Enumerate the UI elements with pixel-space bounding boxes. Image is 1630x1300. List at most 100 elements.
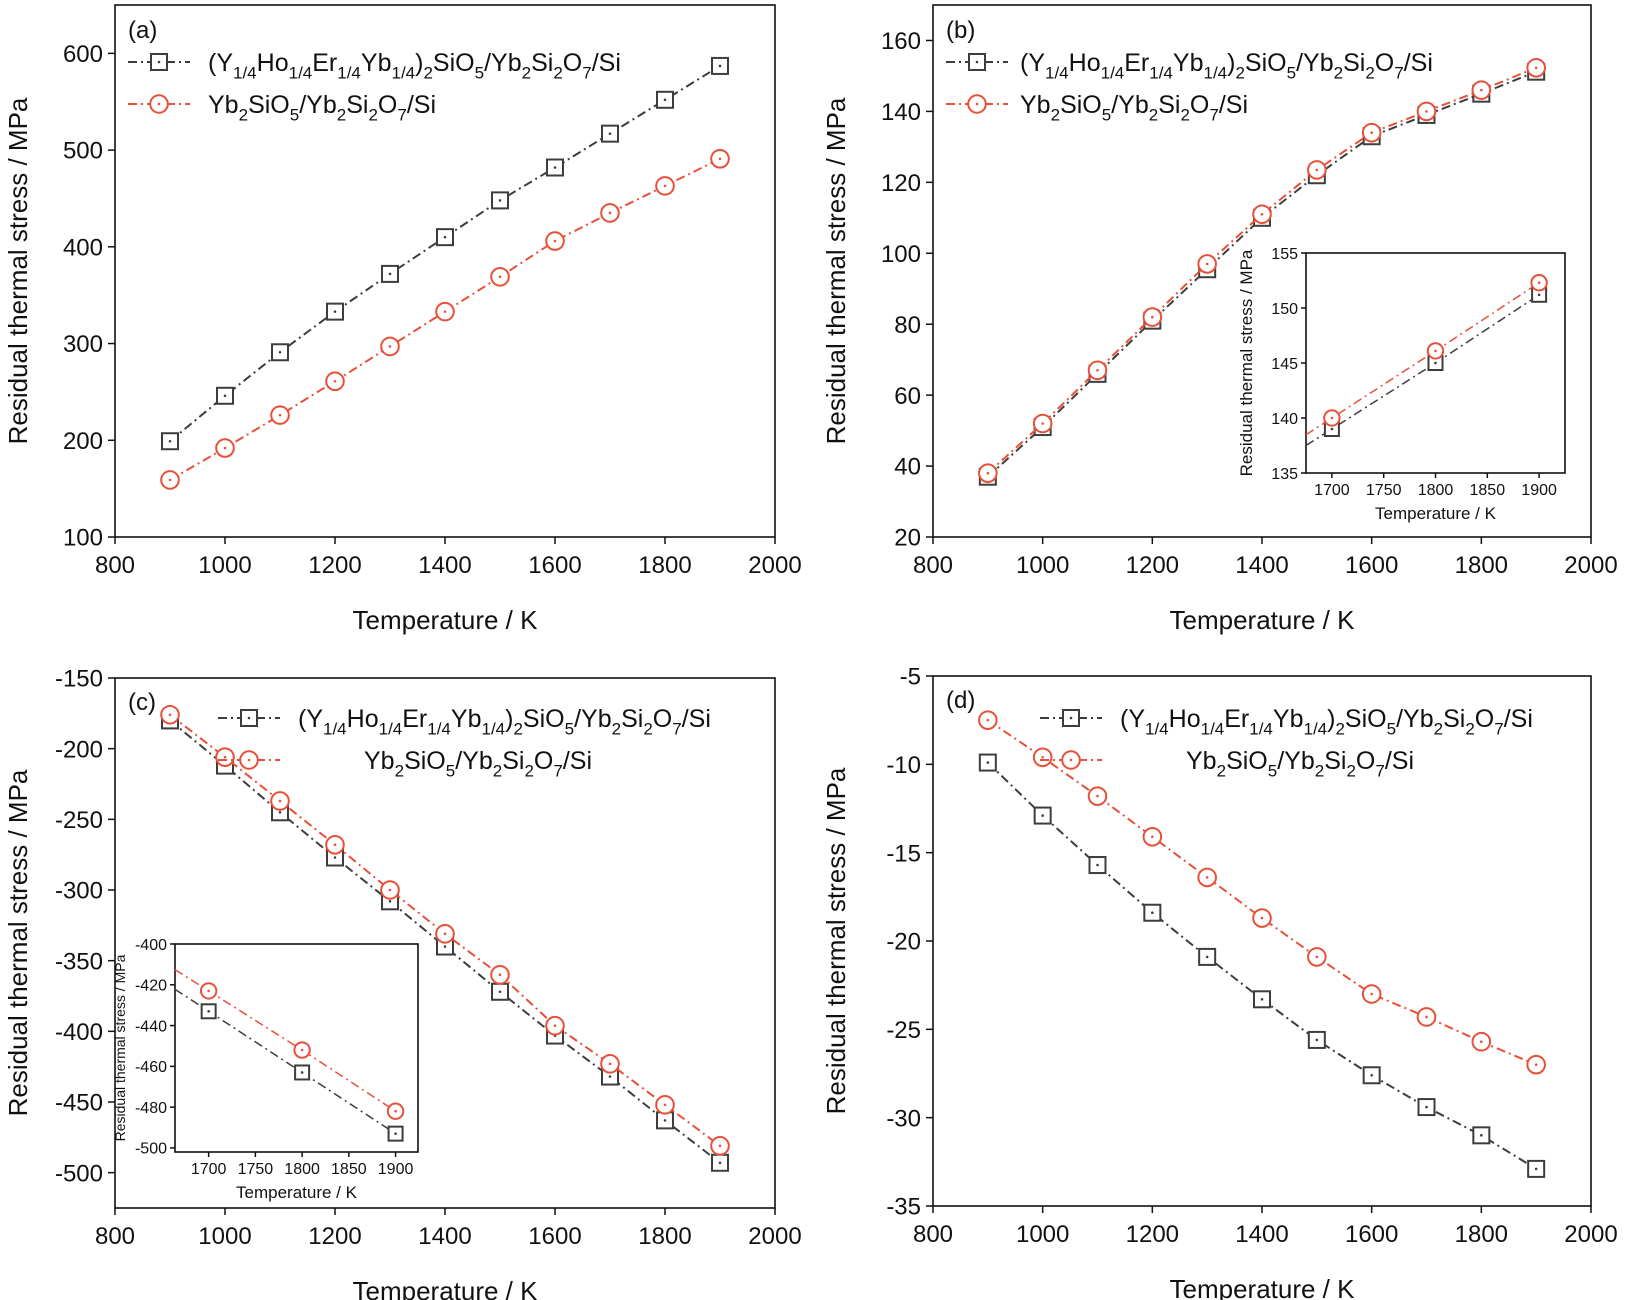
series-line-0 [987,70,1537,478]
data-point-circle-center-dot [1480,88,1483,92]
inset-data-point-circle-center-dot [1330,416,1334,420]
x-axis-label: Temperature / K [1170,605,1356,635]
legend-label: Yb2SiO5/Yb2Si2O7/Si [1186,747,1414,781]
x-tick-label: 1600 [1345,552,1398,579]
series-line-0 [987,761,1537,1170]
y-tick-label: -150 [55,666,103,693]
y-tick-label: 100 [63,525,103,552]
inset-data-point-square-center-dot [300,1071,304,1074]
inset-y-tick-label: -420 [135,978,167,995]
data-point-circle-center-dot [1534,1063,1538,1066]
x-tick-label: 1200 [1126,552,1179,579]
data-point-square-center-dot [443,945,447,948]
inset-x-tick-label: 1700 [191,1161,227,1178]
x-tick-label: 1400 [1235,1221,1288,1248]
data-point-circle-center-dot [1151,835,1154,839]
inset-series-line-0 [1305,294,1540,447]
legend: (Y1/4Ho1/4Er1/4Yb1/4)2SiO5/Yb2Si2O7/Si Yb… [128,49,621,125]
data-point-square-center-dot [1534,1167,1538,1171]
data-point-circle-center-dot [1151,315,1154,319]
inset-x-axis-label: Temperature / K [1375,504,1497,523]
data-point-circle-center-dot [663,1103,667,1107]
y-tick-label: -25 [886,1017,921,1044]
data-point-circle-center-dot [1425,1015,1428,1019]
y-tick-label: 300 [63,331,103,358]
y-axis-label: Residual thermal stress / MPa [821,767,851,1114]
inset-series-line-1 [1305,282,1540,436]
x-tick-label: 1800 [638,552,691,579]
inset-plot-frame [174,943,419,1153]
x-tick-label: 1000 [198,1223,251,1250]
inset-x-tick-label: 1800 [284,1161,320,1178]
data-point-circle-center-dot [1534,66,1538,70]
data-point-square-center-dot [1425,1105,1428,1109]
inset-y-tick-label: 140 [1271,411,1298,428]
y-tick-label: -200 [55,736,103,763]
legend-marker-circle-center-dot [157,102,161,106]
legend-marker-square-center-dot [247,716,251,720]
data-point-square-center-dot [1260,998,1264,1001]
data-point-square-center-dot [443,235,447,239]
data-point-circle-center-dot [223,446,227,450]
legend-marker-square-center-dot [157,60,161,64]
y-tick-label: -500 [55,1160,103,1187]
y-tick-label: -15 [886,840,921,867]
x-axis-label: Temperature / K [353,1276,539,1300]
data-point-square-center-dot [498,990,502,994]
data-point-square-center-dot [608,1075,612,1078]
data-point-square-center-dot [553,166,557,169]
data-point-square-center-dot [718,1161,722,1165]
data-point-square-center-dot [1315,1038,1319,1042]
data-point-circle-center-dot [986,471,990,475]
data-point-square-center-dot [1096,863,1099,867]
x-tick-label: 800 [913,1221,953,1248]
inset-chart: 1700 1750 1800 1850 1900 -500 -480 -460 -440 -420… [112,937,419,1202]
x-tick-label: 1600 [1345,1221,1398,1248]
y-tick-label: 140 [881,99,921,126]
inset-x-tick-label: 1800 [1418,482,1454,499]
y-tick-label: -10 [886,752,921,779]
chart-panel-b: 800 1000 1200 1400 1600 1800 2000 20 40 60 80 100 12… [821,4,1618,635]
y-tick-label: -450 [55,1090,103,1117]
y-axis-label: Residual thermal stress / MPa [3,97,33,444]
data-point-circle-center-dot [388,345,392,348]
inset-y-tick-label: -500 [135,1141,167,1158]
x-tick-label: 1600 [528,1223,581,1250]
x-axis-label: Temperature / K [1170,1274,1356,1300]
data-point-circle-center-dot [388,888,392,892]
series-line-0 [169,65,721,443]
x-tick-label: 1800 [638,1223,691,1250]
y-tick-label: 500 [63,138,103,165]
inset-data-point-circle-center-dot [300,1048,304,1052]
y-tick-label: -5 [900,664,921,691]
data-point-circle-center-dot [608,1062,612,1066]
x-tick-label: 1000 [198,552,251,579]
x-tick-label: 2000 [748,1223,801,1250]
y-tick-label: -300 [55,878,103,905]
series-line-1 [987,66,1537,474]
inset-y-tick-label: 135 [1271,466,1298,483]
series-line-1 [169,713,721,1147]
data-point-circle-center-dot [278,799,282,803]
chart-panel-c: 800 1000 1200 1400 1600 1800 2000 -500 -450 -400 -… [3,666,802,1300]
data-point-circle-center-dot [443,932,447,936]
y-tick-label: 40 [894,454,921,481]
data-point-circle-center-dot [1260,916,1264,920]
y-tick-label: -350 [55,948,103,975]
data-point-square-center-dot [718,64,722,68]
panel-label: (d) [946,687,975,714]
data-point-square-center-dot [168,439,172,443]
data-point-circle-center-dot [718,157,722,161]
data-point-circle-center-dot [1096,794,1099,798]
y-tick-label: 20 [894,525,921,552]
data-point-circle-center-dot [553,1024,557,1027]
legend-label: Yb2SiO5/Yb2Si2O7/Si [1020,91,1248,125]
inset-y-tick-label: 155 [1271,246,1298,263]
legend-marker-circle-center-dot [1069,758,1073,762]
y-axis-label: Residual thermal stress / MPa [821,97,851,444]
x-axis-label: Temperature / K [353,605,539,635]
inset-y-tick-label: 150 [1271,301,1298,318]
data-point-circle-center-dot [1370,992,1373,996]
data-point-circle-center-dot [168,478,172,482]
inset-y-axis-label: Residual thermal stress / MPa [112,954,128,1141]
